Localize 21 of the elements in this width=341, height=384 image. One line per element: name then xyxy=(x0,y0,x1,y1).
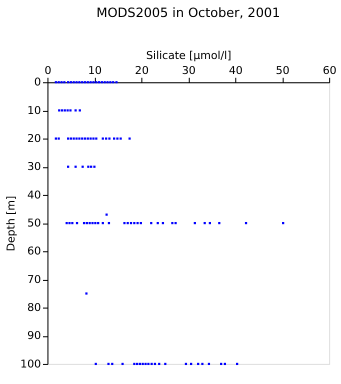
y-tick-label: 0 xyxy=(34,76,42,89)
x-tick-label: 10 xyxy=(88,64,102,77)
x-tick-label: 50 xyxy=(276,64,290,77)
y-tick-label: 60 xyxy=(27,244,42,258)
y-tick-label: 100 xyxy=(20,357,42,370)
y-tick-label: 10 xyxy=(27,104,42,117)
x-tick-label: 20 xyxy=(134,64,149,77)
y-tick-label: 90 xyxy=(27,329,42,342)
y-axis-title: Depth [m] xyxy=(4,196,18,252)
y-tick-label: 40 xyxy=(27,188,42,202)
y-tick-label: 30 xyxy=(27,160,42,174)
x-tick-label: 40 xyxy=(228,64,243,77)
y-tick-label: 80 xyxy=(27,301,42,314)
x-tick-label: 60 xyxy=(322,64,337,77)
chart-title: MODS2005 in October, 2001 xyxy=(96,6,280,22)
x-axis-title: Silicate [µmol/l] xyxy=(146,49,232,62)
y-tick-label: 70 xyxy=(27,272,42,286)
y-tick-label: 20 xyxy=(27,132,42,146)
x-tick-label: 30 xyxy=(182,64,196,77)
y-tick-label: 50 xyxy=(27,216,42,230)
x-tick-label: 0 xyxy=(44,64,52,77)
